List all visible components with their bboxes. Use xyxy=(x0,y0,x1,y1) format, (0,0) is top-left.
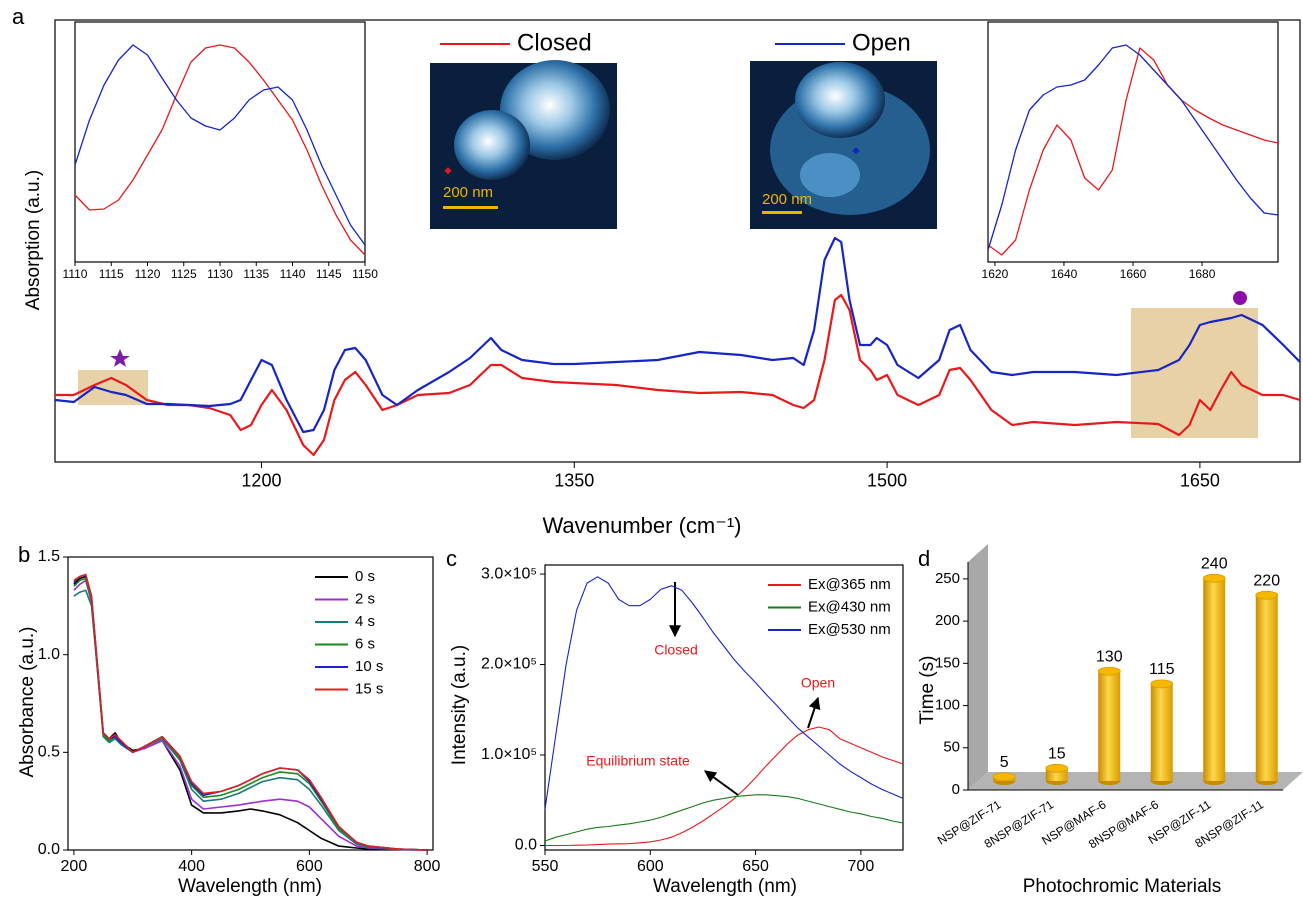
series-line xyxy=(545,795,903,841)
x-axis-title: Photochromic Materials xyxy=(1023,876,1222,897)
series-line xyxy=(55,238,1300,432)
x-tick-label: 1150 xyxy=(352,267,378,281)
legend-label: 6 s xyxy=(355,635,375,652)
x-tick-label: 800 xyxy=(414,858,441,875)
figure: a b c d Wavenumber (cm⁻¹) Absorption (a.… xyxy=(0,0,1303,898)
x-tick-label: 1680 xyxy=(1189,267,1216,281)
x-tick-label: 1130 xyxy=(207,267,233,281)
x-tick-label: 1110 xyxy=(63,267,88,281)
x-tick-label: 200 xyxy=(61,858,88,875)
panel-label: c xyxy=(446,546,457,571)
value-label: 5 xyxy=(1000,754,1009,771)
annotation-arrow xyxy=(705,771,738,795)
y-tick-label: 0.0 xyxy=(515,837,537,854)
legend-label: Ex@430 nm xyxy=(808,598,891,615)
panel-label: a xyxy=(12,4,25,29)
bar xyxy=(1203,578,1225,781)
legend-label: Ex@365 nm xyxy=(808,576,891,593)
x-tick-label: 1115 xyxy=(99,267,124,281)
y-tick-label: 3.0×10⁵ xyxy=(481,565,537,582)
scale-bar-label: 200 nm xyxy=(443,184,493,201)
value-label: 15 xyxy=(1048,746,1066,763)
annotation-arrow xyxy=(808,698,818,728)
bar-cap xyxy=(1203,574,1225,582)
star-marker xyxy=(110,349,130,367)
x-axis-title: Wavenumber (cm⁻¹) xyxy=(542,513,741,538)
annotation: Equilibrium state xyxy=(586,753,690,769)
y-tick-label: 1.0 xyxy=(38,646,60,663)
x-tick-label: 700 xyxy=(848,858,875,875)
y-tick-label: 0 xyxy=(952,781,960,798)
circle-marker xyxy=(1233,291,1247,305)
bar-cap xyxy=(993,773,1015,781)
x-tick-label: 650 xyxy=(742,858,769,875)
bar-cap xyxy=(1098,667,1120,675)
bar-cap xyxy=(1151,680,1173,688)
y-tick-label: 0.0 xyxy=(38,841,60,858)
y-tick-label: 50 xyxy=(943,739,960,756)
plot-frame xyxy=(75,22,365,262)
x-tick-label: 1145 xyxy=(316,267,342,281)
x-tick-label: 1500 xyxy=(867,470,907,490)
legend-label: 4 s xyxy=(355,613,375,630)
panel-label: d xyxy=(918,546,930,571)
plot-frame xyxy=(988,22,1278,262)
highlight-region xyxy=(1131,308,1258,438)
bar xyxy=(1256,595,1278,781)
legend-label: 2 s xyxy=(355,590,375,607)
bar-cap xyxy=(1256,591,1278,599)
x-tick-label: 400 xyxy=(178,858,205,875)
y-tick-label: 1.5 xyxy=(38,548,60,565)
value-label: 220 xyxy=(1253,572,1280,589)
value-label: 240 xyxy=(1201,556,1228,573)
panel-label: b xyxy=(18,542,30,567)
x-tick-label: 1200 xyxy=(241,470,281,490)
x-tick-label: 1350 xyxy=(554,470,594,490)
bar xyxy=(1151,684,1173,781)
back-wall xyxy=(968,544,988,790)
bar xyxy=(1098,671,1120,781)
legend-label: Closed xyxy=(517,29,592,56)
x-axis-title: Wavelength (nm) xyxy=(653,876,797,897)
y-axis-title: Intensity (a.u.) xyxy=(449,645,470,765)
x-tick-label: 1125 xyxy=(171,267,197,281)
y-tick-label: 100 xyxy=(935,697,960,714)
x-tick-label: 1640 xyxy=(1051,267,1078,281)
value-label: 130 xyxy=(1096,648,1123,665)
x-tick-label: 550 xyxy=(532,858,559,875)
y-tick-label: 2.0×10⁵ xyxy=(481,656,537,673)
x-tick-label: 1135 xyxy=(243,267,269,281)
y-axis-title: Absorbance (a.u.) xyxy=(17,626,38,777)
afm-image: 200 nm xyxy=(750,61,937,229)
annotation: Open xyxy=(801,675,835,691)
y-tick-label: 1.0×10⁵ xyxy=(481,746,537,763)
legend-label: Open xyxy=(852,29,911,56)
x-tick-label: 1140 xyxy=(280,267,306,281)
y-tick-label: 250 xyxy=(935,570,960,587)
y-tick-label: 0.5 xyxy=(38,744,60,761)
x-tick-label: 600 xyxy=(296,858,323,875)
y-axis-title: Absorption (a.u.) xyxy=(23,170,44,310)
bar-cap xyxy=(1046,764,1068,772)
value-label: 115 xyxy=(1149,661,1175,678)
legend-label: 10 s xyxy=(355,658,383,675)
legend-label: 0 s xyxy=(355,568,375,585)
y-tick-label: 150 xyxy=(935,654,960,671)
legend-label: 15 s xyxy=(355,680,383,697)
legend-label: Ex@530 nm xyxy=(808,621,891,638)
x-tick-label: 1620 xyxy=(982,267,1009,281)
x-tick-label: 1650 xyxy=(1180,470,1220,490)
x-tick-label: 1660 xyxy=(1120,267,1147,281)
x-tick-label: 1120 xyxy=(135,267,161,281)
scale-bar-label: 200 nm xyxy=(762,191,812,208)
annotation: Closed xyxy=(654,642,698,658)
x-axis-title: Wavelength (nm) xyxy=(178,876,322,897)
floor xyxy=(968,772,1303,790)
afm-image: 200 nm xyxy=(430,60,617,229)
y-tick-label: 200 xyxy=(935,612,960,629)
plot-frame xyxy=(68,557,433,850)
x-tick-label: 600 xyxy=(637,858,664,875)
